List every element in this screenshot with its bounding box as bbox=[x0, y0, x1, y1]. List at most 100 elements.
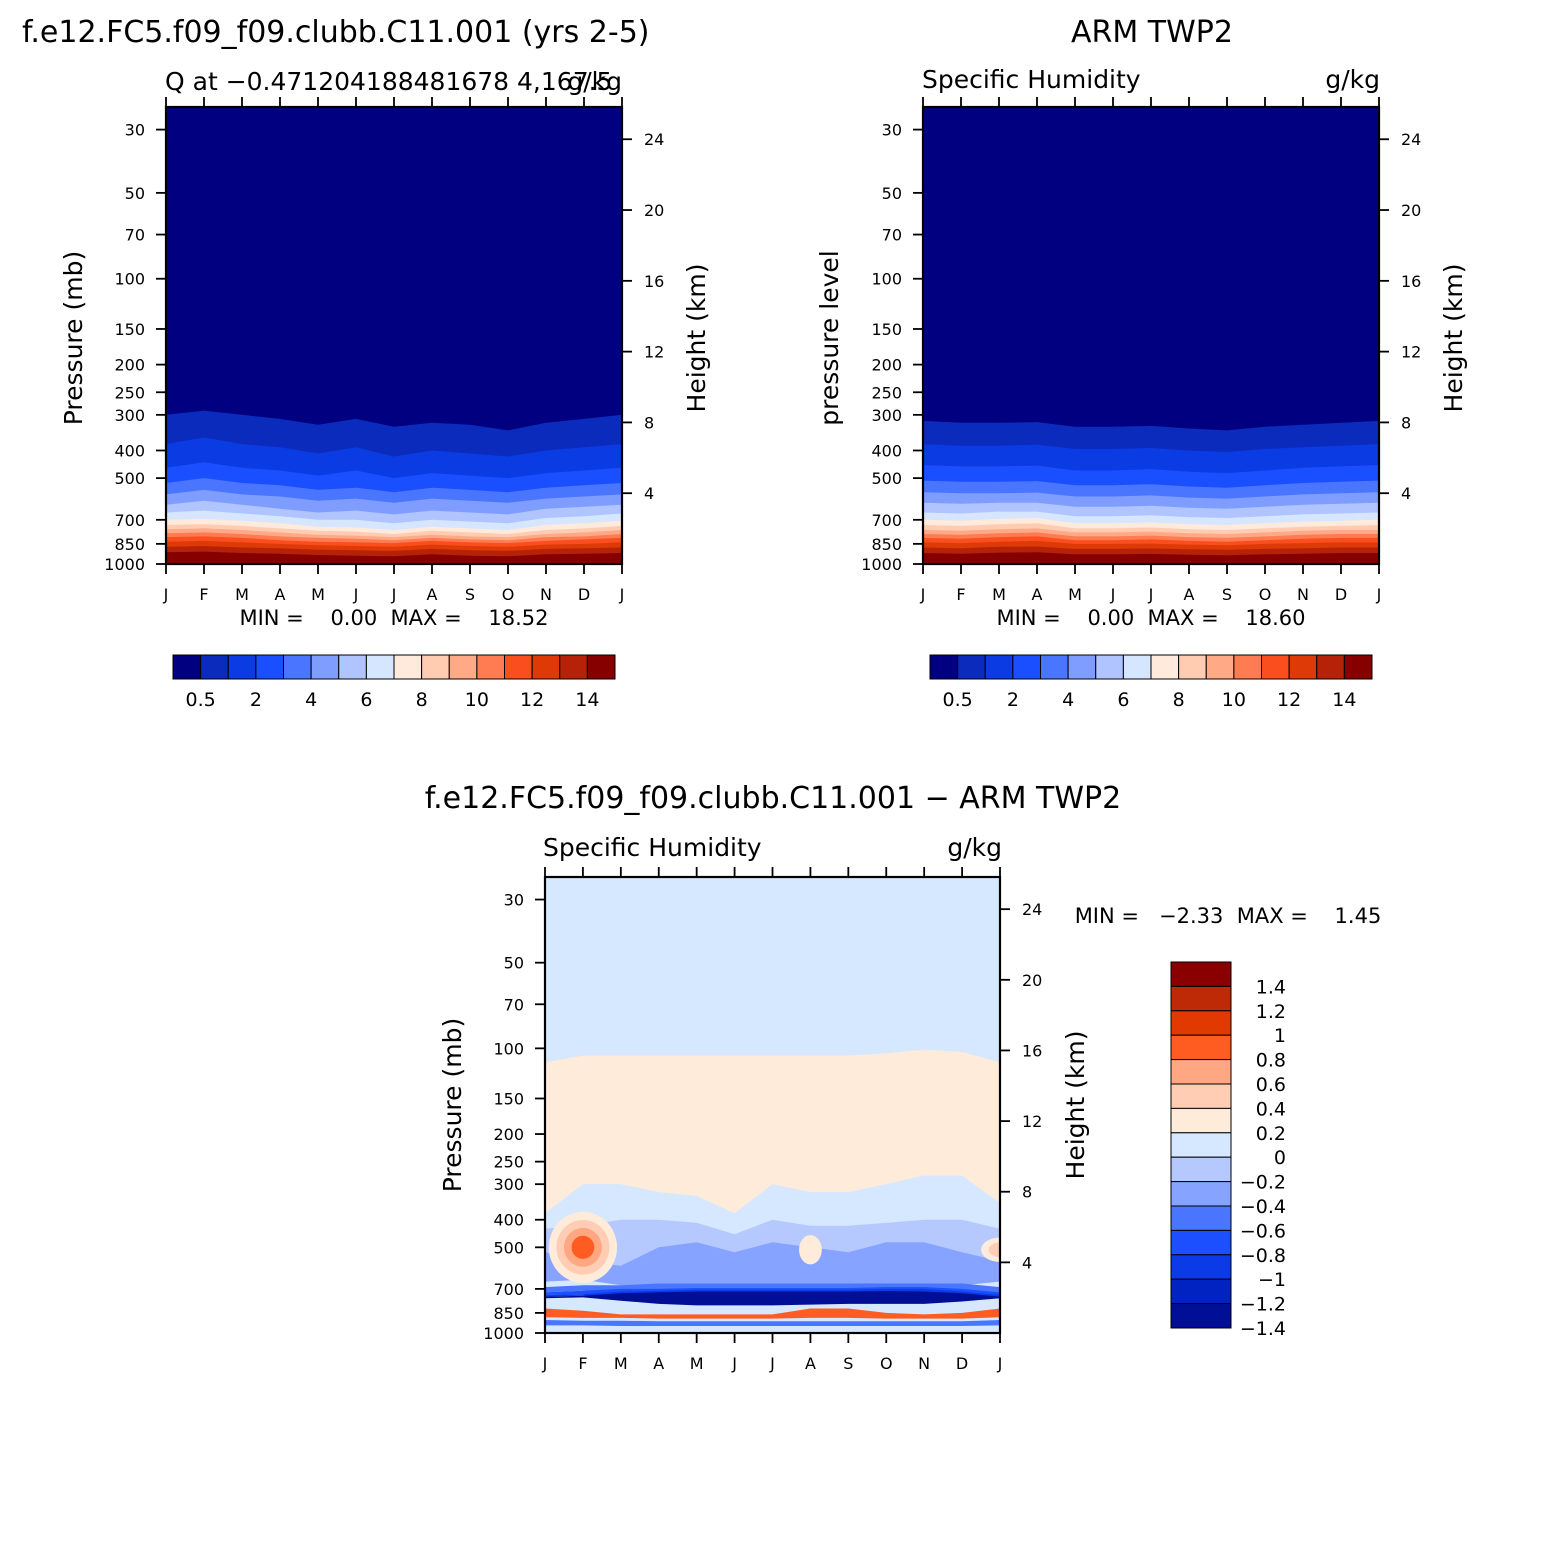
colorbar-label: 1.4 bbox=[1256, 976, 1286, 998]
height-tick-label: 20 bbox=[644, 201, 664, 220]
colorbar-swatch bbox=[1170, 1059, 1232, 1085]
x-tick-label: D bbox=[578, 585, 590, 604]
colorbar-swatch bbox=[1170, 961, 1232, 987]
colorbar-label: 4 bbox=[1062, 689, 1074, 711]
panel-obs-ylabel: pressure level bbox=[815, 250, 844, 425]
x-tick-label: M bbox=[614, 1354, 628, 1373]
contour-band bbox=[923, 552, 1379, 564]
panel-diff-colorbar: 1.4 1.21 0.80.60.4 0.20 −0.2−0.4−0.6 −0.8−1 −1… bbox=[1170, 961, 1286, 1340]
colorbar-label: 12 bbox=[520, 689, 544, 711]
pressure-tick-label: 850 bbox=[493, 1304, 524, 1323]
x-tick-label: O bbox=[1259, 585, 1272, 604]
colorbar-label: 2 bbox=[1007, 689, 1019, 711]
colorbar-label: −0.2 bbox=[1240, 1172, 1286, 1194]
colorbar-swatch bbox=[476, 654, 505, 680]
pressure-tick-label: 250 bbox=[493, 1153, 524, 1172]
colorbar-swatch bbox=[365, 654, 395, 680]
colorbar-label: 12 bbox=[1277, 689, 1301, 711]
colorbar-swatch bbox=[1170, 1254, 1232, 1280]
contour-band bbox=[545, 1291, 1000, 1306]
colorbar-swatch bbox=[1261, 654, 1290, 680]
colorbar-label: 8 bbox=[1173, 689, 1185, 711]
panel-obs-left-label: Specific Humidity bbox=[922, 65, 1141, 94]
colorbar-swatch bbox=[1170, 1303, 1232, 1329]
panel-obs-plot: J F M A M J J A S O N D J 30 50 70 100 150 200 250 300 400 500… bbox=[861, 97, 1421, 604]
colorbar-swatch bbox=[1170, 1034, 1232, 1061]
colorbar-label: −0.6 bbox=[1240, 1220, 1286, 1242]
pressure-tick-label: 400 bbox=[114, 441, 145, 460]
panel-diff-minmax: MIN = −2.33 MAX = 1.45 bbox=[1075, 904, 1382, 928]
pressure-tick-label: 100 bbox=[493, 1039, 524, 1058]
pressure-tick-label: 850 bbox=[114, 535, 145, 554]
colorbar-swatch bbox=[531, 654, 561, 680]
x-tick-label: M bbox=[235, 585, 249, 604]
pressure-tick-label: 850 bbox=[871, 535, 902, 554]
pressure-tick-label: 30 bbox=[504, 891, 524, 910]
x-tick-label: J bbox=[769, 1354, 775, 1373]
colorbar-swatch bbox=[310, 654, 340, 680]
colorbar-label: 0.5 bbox=[186, 689, 216, 711]
pressure-tick-label: 70 bbox=[125, 226, 145, 245]
pressure-tick-label: 200 bbox=[871, 356, 902, 375]
colorbar-label: −1.2 bbox=[1240, 1294, 1286, 1316]
panel-obs-header: ARM TWP2 bbox=[1071, 15, 1233, 50]
x-tick-label: J bbox=[542, 1354, 548, 1373]
panel-model: f.e12.FC5.f09_f09.clubb.C11.001 (yrs 2-5… bbox=[22, 15, 711, 711]
colorbar-swatch bbox=[1170, 1107, 1232, 1134]
pressure-tick-label: 700 bbox=[114, 511, 145, 530]
contour-fills bbox=[545, 877, 1000, 1333]
x-tick-label: J bbox=[997, 1354, 1003, 1373]
panel-model-header: f.e12.FC5.f09_f09.clubb.C11.001 (yrs 2-5… bbox=[22, 15, 650, 50]
pressure-tick-label: 150 bbox=[871, 320, 902, 339]
panel-obs-y2label: Height (km) bbox=[1439, 264, 1468, 413]
panel-diff: f.e12.FC5.f09_f09.clubb.C11.001 − ARM TW… bbox=[425, 781, 1382, 1373]
panel-diff-header: f.e12.FC5.f09_f09.clubb.C11.001 − ARM TW… bbox=[425, 781, 1121, 816]
height-tick-label: 4 bbox=[1022, 1253, 1032, 1272]
colorbar-swatch bbox=[1095, 654, 1124, 680]
colorbar-label: 1.2 bbox=[1256, 1001, 1286, 1023]
height-tick-label: 12 bbox=[1401, 343, 1421, 362]
colorbar-swatch bbox=[1040, 654, 1069, 680]
colorbar-swatch bbox=[338, 654, 367, 680]
x-tick-label: J bbox=[163, 585, 169, 604]
colorbar-label: 14 bbox=[575, 689, 599, 711]
colorbar-label: 1 bbox=[1274, 1025, 1286, 1047]
pressure-tick-label: 700 bbox=[871, 511, 902, 530]
pressure-tick-label: 500 bbox=[871, 469, 902, 488]
contour-band bbox=[166, 551, 622, 564]
x-tick-label: F bbox=[956, 585, 965, 604]
colorbar-swatch bbox=[255, 654, 284, 680]
pressure-tick-label: 1000 bbox=[861, 555, 902, 574]
x-tick-label: J bbox=[1376, 585, 1382, 604]
panel-obs-colorbar: 0.5 2 4 6 8 10 12 14 bbox=[929, 654, 1373, 711]
pressure-tick-label: 250 bbox=[871, 383, 902, 402]
x-tick-label: N bbox=[540, 585, 552, 604]
x-tick-label: J bbox=[1110, 585, 1116, 604]
contour-band bbox=[545, 1242, 1000, 1291]
colorbar-label: 0.5 bbox=[943, 689, 973, 711]
colorbar-label: 0.6 bbox=[1256, 1074, 1286, 1096]
pressure-tick-label: 70 bbox=[504, 995, 524, 1014]
height-tick-label: 12 bbox=[644, 343, 664, 362]
height-tick-label: 16 bbox=[1401, 272, 1421, 291]
contour-band bbox=[545, 1320, 1000, 1326]
colorbar-swatch bbox=[984, 654, 1014, 680]
x-tick-label: A bbox=[653, 1354, 664, 1373]
colorbar-label: 4 bbox=[305, 689, 317, 711]
pressure-tick-label: 500 bbox=[114, 469, 145, 488]
pressure-tick-label: 30 bbox=[125, 121, 145, 140]
colorbar-swatch bbox=[1288, 654, 1318, 680]
colorbar-swatch bbox=[559, 654, 588, 680]
colorbar-label: 6 bbox=[360, 689, 372, 711]
pressure-tick-label: 200 bbox=[493, 1125, 524, 1144]
height-tick-label: 20 bbox=[1401, 201, 1421, 220]
height-tick-label: 8 bbox=[1401, 413, 1411, 432]
panel-model-minmax: MIN = 0.00 MAX = 18.52 bbox=[239, 606, 548, 630]
x-tick-label: S bbox=[843, 1354, 853, 1373]
colorbar-swatch bbox=[1150, 654, 1180, 680]
x-tick-label: A bbox=[1184, 585, 1195, 604]
colorbar-swatch bbox=[1170, 985, 1232, 1012]
x-tick-label: S bbox=[1222, 585, 1232, 604]
pressure-tick-label: 300 bbox=[871, 406, 902, 425]
pressure-tick-label: 1000 bbox=[104, 555, 145, 574]
